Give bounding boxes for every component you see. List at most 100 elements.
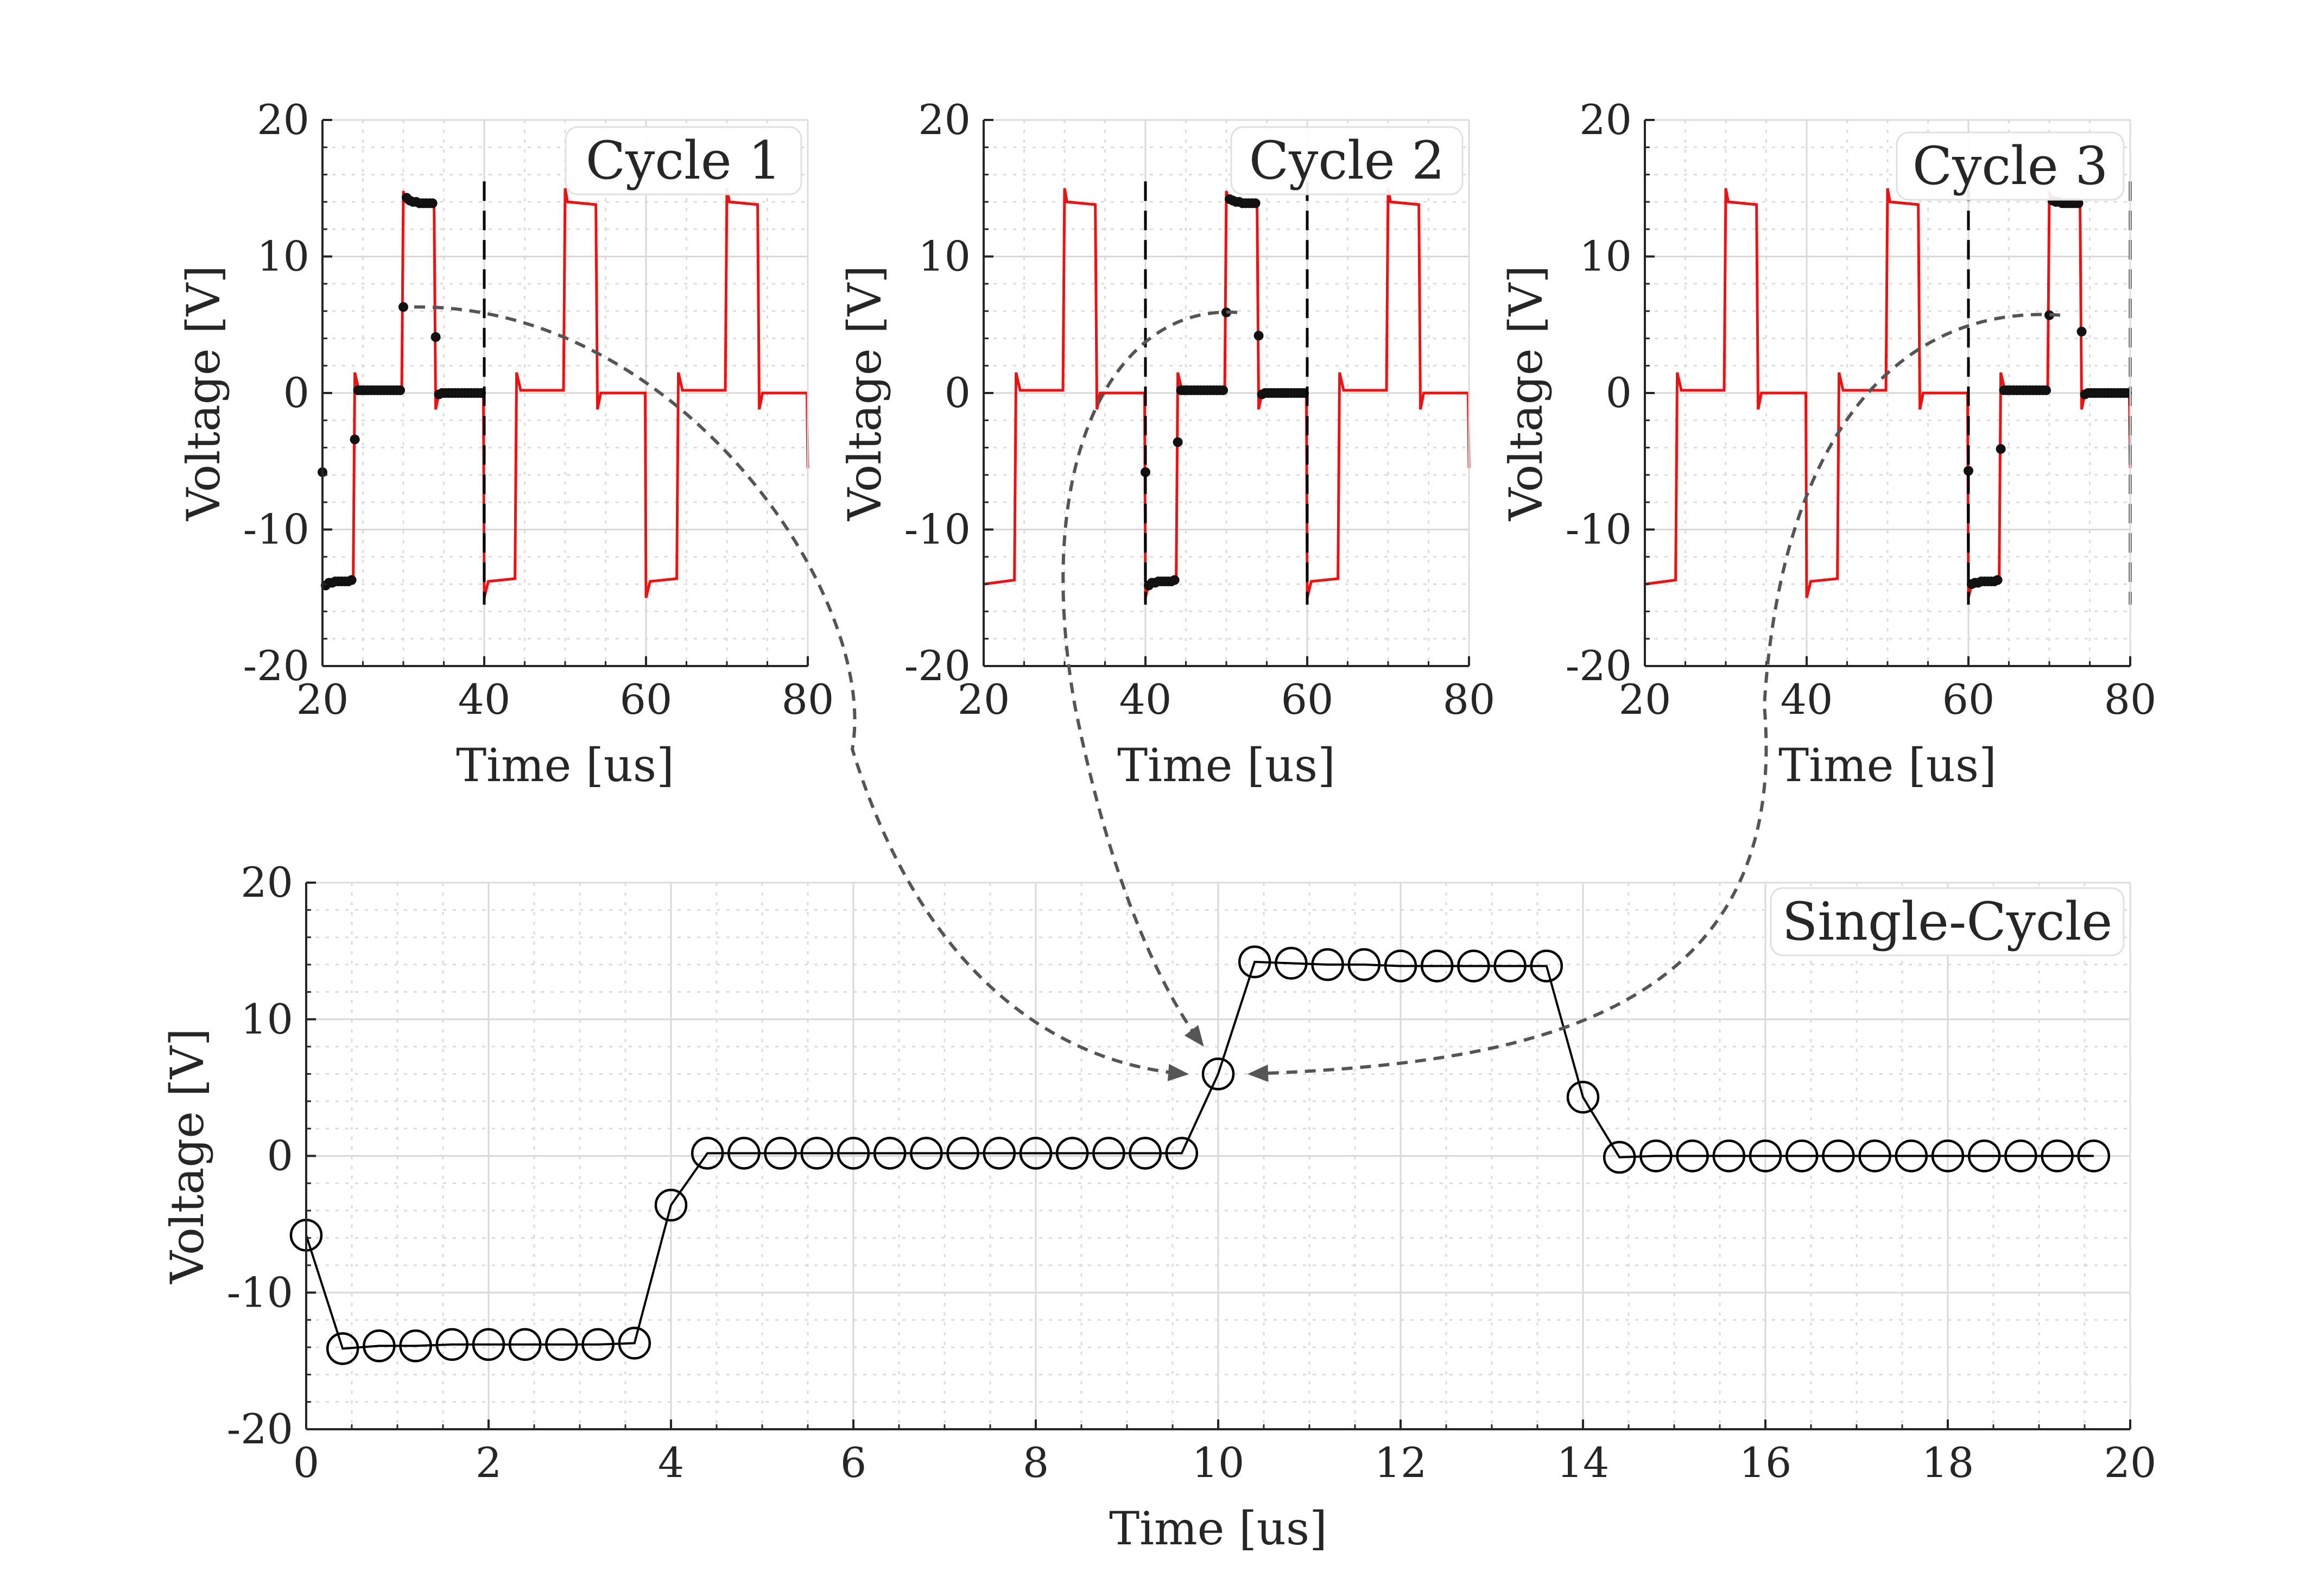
single-cycle-marker: [1420, 949, 1454, 983]
x-axis-label: Time [us]: [1778, 739, 1997, 792]
y-tick-label: 10: [257, 232, 309, 281]
sample-point: [1218, 385, 1229, 395]
transfer-arrowhead-3: [1248, 1064, 1269, 1082]
sample-point: [430, 332, 441, 342]
sample-point: [395, 385, 406, 395]
x-tick-label: 80: [782, 675, 834, 724]
single-cycle-marker: [1129, 1137, 1162, 1170]
single-cycle-marker: [2077, 1139, 2111, 1172]
x-tick-label: 8: [1023, 1438, 1049, 1487]
sample-points: [1141, 194, 1309, 591]
y-tick-label: 0: [267, 1132, 293, 1180]
y-tick-label: -10: [1566, 505, 1632, 554]
legend-label: Cycle 2: [1249, 130, 1445, 191]
single-cycle-marker: [1931, 1139, 1965, 1172]
x-tick-label: 2: [476, 1438, 502, 1487]
ticks: [321, 119, 809, 667]
x-tick-label: 20: [1619, 675, 1671, 724]
single-cycle-marker: [1712, 1139, 1746, 1172]
single-cycle-marker: [1457, 949, 1490, 983]
single-cycle-marker: [2041, 1139, 2074, 1172]
single-cycle-marker: [983, 1137, 1016, 1170]
y-tick-label: -20: [1566, 642, 1632, 690]
y-axis-label: Voltage [V]: [177, 265, 230, 522]
single-cycle-marker: [1566, 1080, 1600, 1114]
sample-point: [2076, 326, 2087, 337]
legend-box: [565, 126, 802, 195]
sample-point: [398, 302, 408, 312]
sample-point: [1169, 575, 1180, 585]
single-cycle-marker: [1092, 1137, 1125, 1170]
y-tick-label: -20: [227, 1405, 293, 1453]
chart-panel-2: 20 40 60 80 -20 -10 0 10 20 Time [us] Voltage [V] C…: [838, 96, 1495, 792]
sample-point: [2073, 198, 2084, 208]
x-tick-label: 20: [2104, 1438, 2157, 1487]
legend-label: Cycle 3: [1913, 136, 2108, 197]
y-tick-label: 0: [945, 369, 971, 417]
single-cycle-marker: [472, 1328, 505, 1361]
x-tick-label: 12: [1375, 1438, 1427, 1487]
single-cycle-marker: [1603, 1140, 1636, 1174]
single-cycle-marker: [727, 1137, 761, 1170]
x-tick-label: 10: [1192, 1438, 1245, 1487]
y-tick-label: 20: [257, 96, 309, 144]
sample-point: [427, 198, 438, 208]
single-cycle-marker: [1858, 1139, 1891, 1172]
y-tick-label: -10: [904, 505, 971, 554]
sample-point: [1964, 466, 1973, 476]
single-cycle-marker: [691, 1137, 724, 1170]
single-cycle-marker: [1019, 1137, 1053, 1170]
single-cycle-marker: [764, 1137, 797, 1170]
legend-box: [1770, 887, 2125, 956]
legend: Cycle 2: [1230, 126, 1464, 195]
x-tick-label: 60: [1942, 675, 1995, 724]
y-tick-label: 0: [283, 369, 309, 417]
x-tick-label: 18: [1922, 1438, 1974, 1487]
x-tick-label: 4: [658, 1438, 684, 1487]
y-axis-label: Voltage [V]: [838, 265, 891, 522]
y-tick-label: -10: [227, 1268, 293, 1316]
single-cycle-line: [305, 960, 2094, 1350]
single-cycle-marker: [618, 1327, 651, 1360]
single-cycle-marker: [873, 1137, 907, 1170]
transfer-arrows: [414, 305, 2061, 1082]
legend-label: Cycle 1: [586, 130, 782, 191]
single-cycle-marker: [1055, 1137, 1089, 1170]
x-tick-label: 6: [840, 1438, 866, 1487]
x-tick-label: 60: [620, 675, 673, 724]
sample-point: [1173, 437, 1183, 447]
single-cycle-marker: [800, 1137, 834, 1170]
single-cycle-marker: [1822, 1139, 1855, 1172]
single-cycle-marker: [2004, 1139, 2037, 1172]
sample-point: [1250, 198, 1261, 208]
single-cycle-marker: [1238, 945, 1271, 979]
legend: Cycle 1: [565, 126, 802, 195]
single-cycle-marker: [1967, 1139, 2001, 1172]
x-tick-label: 80: [1443, 675, 1496, 724]
single-cycle-marker: [363, 1329, 396, 1362]
chart-panel-3: 20 40 60 80 -20 -10 0 10 20 Time [us] Voltage [V] C…: [1499, 96, 2156, 792]
y-tick-label: 0: [1606, 369, 1632, 417]
transfer-arrow-3: [1250, 313, 2061, 1076]
sample-point: [1141, 467, 1150, 477]
y-tick-label: -20: [243, 642, 309, 690]
single-cycle-marker: [399, 1329, 432, 1362]
x-tick-label: 16: [1739, 1438, 1792, 1487]
single-cycle-markers: [289, 945, 2111, 1365]
x-tick-label: 20: [296, 675, 349, 724]
y-axis-label: Voltage [V]: [1499, 265, 1553, 522]
legend-box: [1230, 126, 1464, 195]
x-tick-label: 40: [458, 675, 511, 724]
single-cycle-marker: [1530, 949, 1563, 983]
legend-box: [1896, 131, 2125, 201]
sample-point: [1992, 575, 2003, 585]
single-cycle-marker: [910, 1137, 943, 1170]
single-cycle-marker: [1749, 1139, 1782, 1172]
single-cycle-marker: [508, 1328, 542, 1361]
transfer-arrow-1: [414, 305, 1186, 1076]
single-cycle-marker: [1785, 1139, 1819, 1172]
single-cycle-marker: [1493, 949, 1527, 983]
ticks: [983, 119, 1470, 667]
